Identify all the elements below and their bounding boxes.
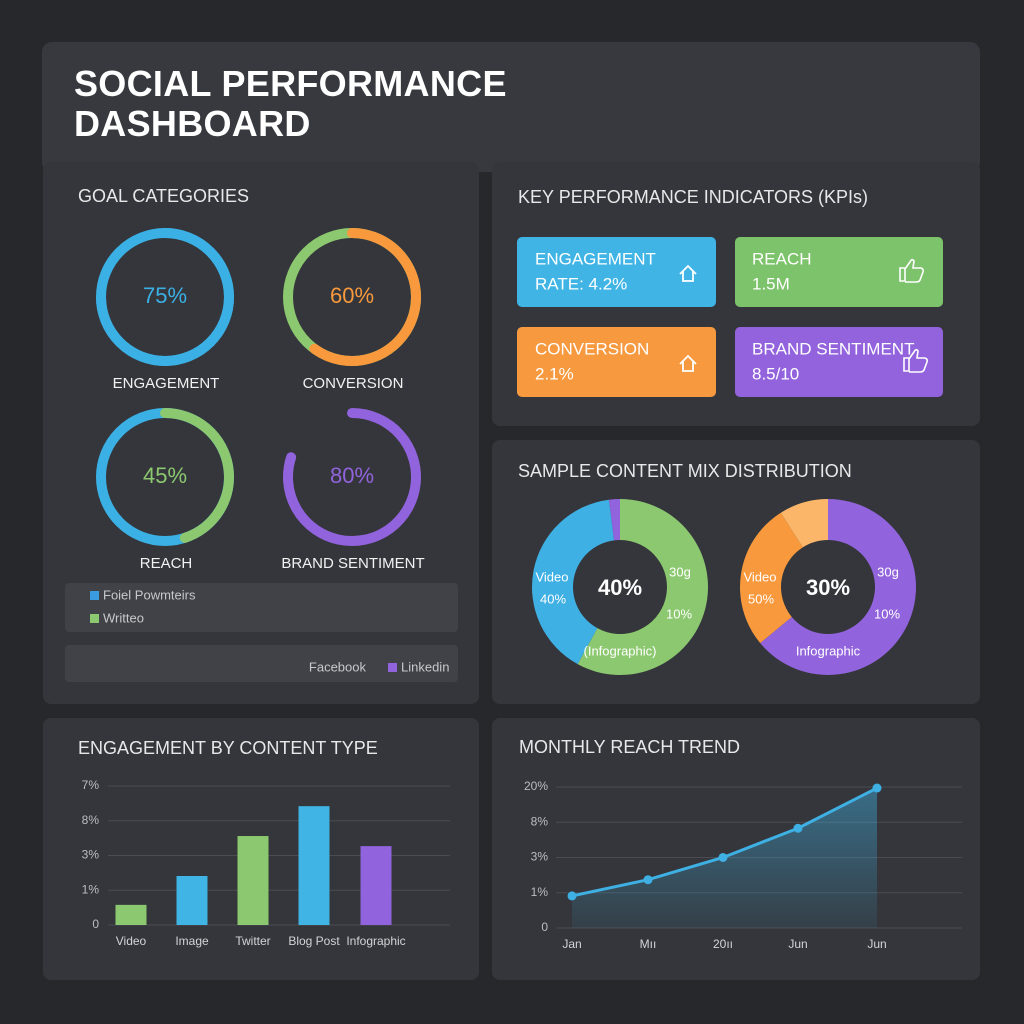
x-tick-label: Image [175, 934, 209, 948]
legend-swatch [388, 663, 397, 672]
donut-label: 40% [540, 591, 566, 606]
ring-arc [283, 408, 421, 546]
x-tick-label: Twitter [235, 934, 270, 948]
dashboard-title: SOCIAL PERFORMANCE DASHBOARD [74, 63, 507, 144]
donut-slice [739, 512, 803, 644]
ring-arc [160, 408, 234, 543]
ring-label: CONVERSION [303, 375, 404, 392]
bar [298, 806, 330, 925]
donut-slice [577, 499, 708, 675]
ring-value: 75% [143, 283, 187, 308]
legend-box [65, 645, 458, 682]
kpi-heading: KEY PERFORMANCE INDICATORS (KPIs) [518, 187, 868, 207]
x-tick-label: Jun [788, 937, 807, 951]
donut-slice [608, 499, 620, 541]
y-tick-label: 8% [531, 814, 549, 828]
kpi-card [517, 327, 716, 397]
donut-label: Infographic [796, 643, 861, 658]
donut-center: 30% [806, 575, 850, 600]
panel-title: MONTHLY REACH TREND [519, 737, 740, 757]
x-tick-label: Blog Post [288, 934, 340, 948]
legend-swatch [90, 614, 99, 623]
y-tick-label: 1% [82, 882, 100, 896]
y-tick-label: 7% [82, 778, 100, 792]
donut-label: Video [535, 569, 568, 584]
donut-label: 30g [669, 564, 691, 579]
bar [115, 904, 147, 925]
legend-box [65, 583, 458, 632]
donut-center: 40% [598, 575, 642, 600]
point [643, 875, 653, 885]
bar [237, 836, 269, 925]
x-tick-label: Mıı [640, 937, 657, 951]
header-panel [42, 42, 980, 172]
ring-label: BRAND SENTIMENT [281, 555, 424, 572]
y-tick-label: 0 [92, 917, 99, 931]
bar [176, 876, 208, 925]
panel-title: GOAL CATEGORIES [78, 186, 249, 206]
thumb-icon [899, 258, 925, 283]
kpi-label: REACH [752, 249, 812, 268]
x-tick-label: Video [116, 934, 147, 948]
goals-panel [43, 162, 479, 704]
ring-value: 60% [330, 283, 374, 308]
up-icon [679, 264, 697, 282]
x-tick-label: Jan [562, 937, 581, 951]
point [718, 853, 728, 862]
point [567, 891, 577, 901]
bar [360, 846, 392, 925]
legend-label: Writteo [103, 610, 144, 625]
y-tick-label: 3% [82, 848, 100, 862]
kpi-value: 1.5M [752, 274, 790, 293]
donut-label: 10% [666, 606, 692, 621]
donut-slice [780, 499, 828, 548]
donut-label: Video [743, 569, 776, 584]
point [872, 783, 882, 793]
panel-title: ENGAGEMENT BY CONTENT TYPE [78, 738, 378, 758]
kpi-value: 2.1% [535, 364, 574, 383]
ring-value: 45% [143, 463, 187, 488]
y-tick-label: 1% [531, 885, 549, 899]
ring-arc [96, 228, 234, 366]
ring-arc [309, 228, 421, 366]
x-tick-label: Jun [867, 937, 886, 951]
donut-label: (Infographic) [584, 643, 657, 658]
y-tick-label: 0 [541, 920, 548, 934]
ring-label: REACH [140, 555, 193, 572]
ring-label: ENGAGEMENT [113, 375, 220, 392]
point [793, 823, 803, 833]
legend-label: Foiel Powmteirs [103, 587, 196, 602]
up-icon [679, 354, 697, 372]
kpi-label: CONVERSION [535, 339, 649, 358]
donut-label: 10% [874, 606, 900, 621]
kpi-label: BRAND SENTIMENT [752, 339, 914, 358]
panel-title: SAMPLE CONTENT MIX DISTRIBUTION [518, 461, 852, 481]
x-tick-label: Infographic [346, 934, 405, 948]
legend-label: Facebook [309, 659, 367, 674]
donut-label: 30g [877, 564, 899, 579]
donut-label: 50% [748, 591, 774, 606]
y-tick-label: 20% [524, 779, 548, 793]
kpi-label: ENGAGEMENT [535, 249, 656, 268]
donut-slice [760, 499, 916, 675]
legend-swatch [90, 591, 99, 600]
kpi-value: RATE: 4.2% [535, 274, 627, 293]
kpi-value: 8.5/10 [752, 364, 799, 383]
thumb-icon [903, 348, 929, 373]
x-tick-label: 20ıı [713, 937, 733, 951]
kpi-card [735, 327, 943, 397]
ring-value: 80% [330, 463, 374, 488]
y-tick-label: 3% [531, 850, 549, 864]
kpi-card [517, 237, 716, 307]
donut-slice [531, 499, 615, 665]
y-tick-label: 8% [82, 813, 100, 827]
legend-label: Linkedin [401, 659, 449, 674]
kpi-card [735, 237, 943, 307]
